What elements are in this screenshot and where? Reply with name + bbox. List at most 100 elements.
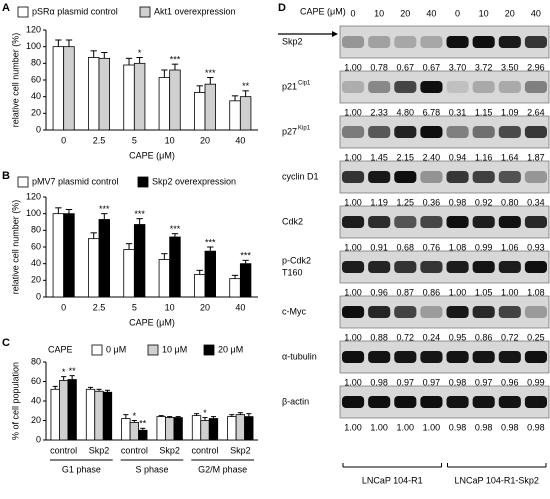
band-quantity: 1.00 xyxy=(344,332,362,342)
blot-band xyxy=(446,126,469,138)
legend-label: Skp2 overexpression xyxy=(152,176,236,186)
row-label: p21 xyxy=(282,81,297,91)
blot-band xyxy=(498,351,521,363)
y-tick-label: 80 xyxy=(31,58,41,68)
band-quantity: 0.98 xyxy=(449,197,467,207)
x-tick-label: 10 xyxy=(165,302,175,312)
band-quantity: 0.86 xyxy=(423,287,441,297)
bar xyxy=(191,415,202,441)
band-quantity: 1.16 xyxy=(475,152,493,162)
band-quantity: 0.72 xyxy=(501,332,519,342)
blot-band xyxy=(472,81,495,93)
band-quantity: 0.24 xyxy=(423,332,441,342)
blot-band xyxy=(420,306,443,318)
row-label: cyclin D1 xyxy=(282,171,319,181)
legend-swatch xyxy=(203,344,215,356)
significance: * xyxy=(138,48,142,58)
blot-band xyxy=(342,36,365,48)
bar xyxy=(244,416,254,441)
bar xyxy=(193,274,206,298)
blot-band xyxy=(420,216,443,228)
band-quantity: 1.00 xyxy=(449,287,467,297)
blot-band xyxy=(420,126,443,138)
x-axis-label: CAPE (μM) xyxy=(129,150,175,160)
blot-band xyxy=(368,306,391,318)
band-quantity: 1.06 xyxy=(501,242,519,252)
bar xyxy=(50,388,60,441)
band-quantity: 0.25 xyxy=(527,332,545,342)
blot-band xyxy=(498,81,521,93)
x-tick-label: 10 xyxy=(165,135,175,145)
bar xyxy=(63,46,75,131)
blot-band xyxy=(368,126,391,138)
bar xyxy=(63,213,75,298)
legend-label: Akt1 overexpression xyxy=(154,6,236,16)
band-quantity: 0.98 xyxy=(475,422,493,432)
blot-band xyxy=(368,351,391,363)
x-axis-label: CAPE (μM) xyxy=(129,317,175,327)
bar xyxy=(193,92,206,131)
band-quantity: 0.87 xyxy=(397,287,415,297)
blot-band xyxy=(342,351,365,363)
band-quantity: 1.64 xyxy=(501,152,519,162)
band-quantity: 1.00 xyxy=(423,422,441,432)
panel-letter: C xyxy=(2,337,10,349)
band-quantity: 0.98 xyxy=(501,422,519,432)
bar xyxy=(67,379,77,441)
bar xyxy=(94,390,104,441)
bar xyxy=(123,64,135,131)
band-quantity: 0.98 xyxy=(370,377,388,387)
band-quantity: 0.96 xyxy=(501,377,519,387)
x-tick-label: 5 xyxy=(132,302,137,312)
band-quantity: 1.00 xyxy=(344,107,362,117)
blot-band xyxy=(498,36,521,48)
bar xyxy=(169,236,181,298)
blot-band xyxy=(524,351,547,363)
x-tick-label: Skp2 xyxy=(159,445,180,455)
blot-band xyxy=(472,351,495,363)
lane-label: 20 xyxy=(505,8,515,18)
band-quantity: 1.00 xyxy=(344,287,362,297)
blot-band xyxy=(368,261,391,273)
blot-band xyxy=(498,306,521,318)
panel-letter: B xyxy=(2,170,10,182)
band-quantity: 1.00 xyxy=(370,422,388,432)
blot-band xyxy=(420,261,443,273)
band-quantity: 0.97 xyxy=(423,377,441,387)
row-label-sup: Cip1 xyxy=(298,81,311,87)
band-quantity: 0.36 xyxy=(423,197,441,207)
blot-band xyxy=(394,306,417,318)
y-tick-label: 80 xyxy=(31,356,41,366)
legend-label: pSRα plasmid control xyxy=(32,6,118,16)
band-quantity: 0.76 xyxy=(423,242,441,252)
legend-swatch xyxy=(17,176,29,188)
significance: *** xyxy=(205,68,216,78)
band-quantity: 0.68 xyxy=(397,242,415,252)
blot-band xyxy=(368,396,391,408)
blot-band xyxy=(446,81,469,93)
band-quantity: 4.80 xyxy=(397,107,415,117)
y-tick-label: 20 xyxy=(31,108,41,118)
y-tick-label: 0 xyxy=(36,434,41,444)
significance: *** xyxy=(240,251,251,261)
bar xyxy=(158,77,171,131)
blot-band xyxy=(368,36,391,48)
blot-band xyxy=(420,396,443,408)
bar xyxy=(52,46,65,131)
band-quantity: 0.80 xyxy=(501,197,519,207)
band-quantity: 0.86 xyxy=(475,332,493,342)
blot-band xyxy=(498,126,521,138)
bar xyxy=(52,213,65,298)
blot-band xyxy=(498,216,521,228)
significance: * xyxy=(133,411,137,421)
group-label: LNCaP 104-R1-Skp2 xyxy=(455,475,539,485)
bar xyxy=(98,219,111,298)
blot-band xyxy=(446,261,469,273)
blot-band xyxy=(368,216,391,228)
x-tick-label: 2.5 xyxy=(93,135,106,145)
blot-band xyxy=(472,126,495,138)
y-tick-label: 40 xyxy=(31,91,41,101)
x-tick-label: 20 xyxy=(200,302,210,312)
blot-band xyxy=(472,36,495,48)
bar xyxy=(138,429,148,441)
